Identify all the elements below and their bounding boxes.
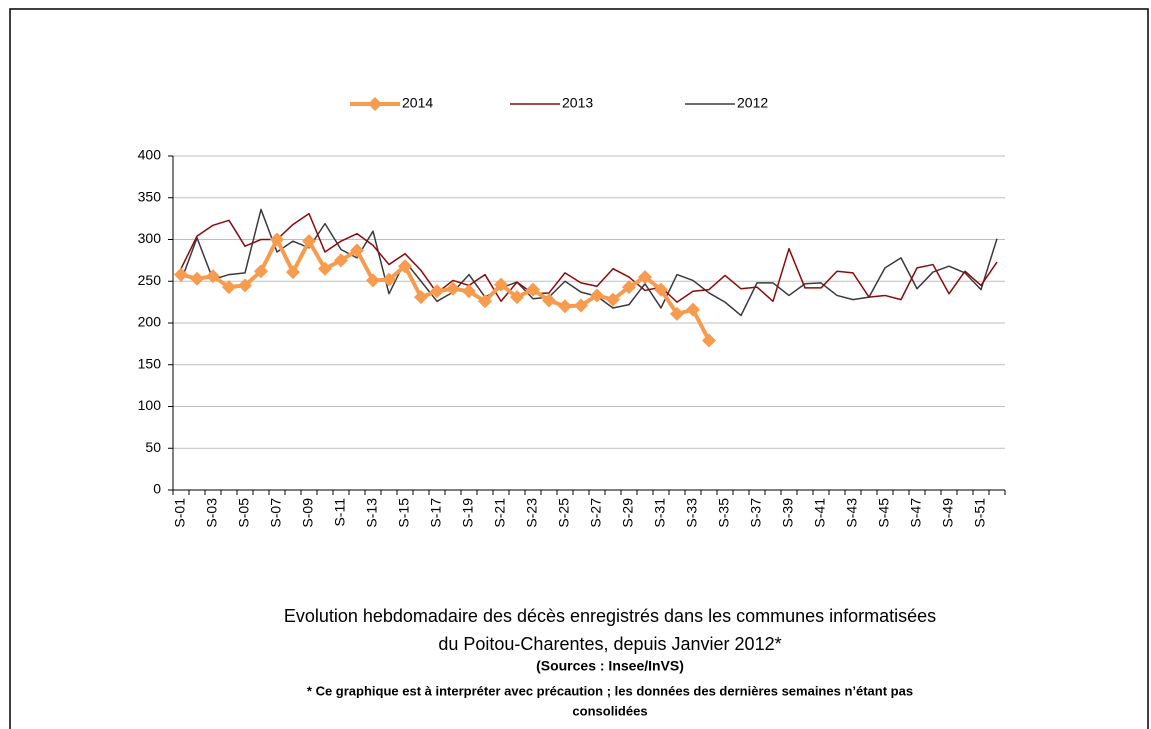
data-point: [350, 243, 364, 258]
data-point: [398, 259, 412, 274]
data-point: [606, 292, 620, 307]
note: * Ce graphique est à interpréter avec pr…: [307, 683, 913, 698]
data-point: [686, 302, 700, 317]
data-point: [366, 273, 380, 288]
data-point: [654, 282, 668, 297]
data-point: [318, 261, 332, 276]
legend-marker: [368, 97, 382, 111]
x-tick-label: S-47: [908, 498, 924, 528]
series-line: [180, 237, 711, 342]
series-line: [180, 208, 998, 317]
x-tick-label: S-31: [652, 498, 668, 528]
y-tick-label: 250: [138, 272, 162, 288]
x-tick-label: S-35: [716, 498, 732, 528]
x-tick-label: S-21: [492, 498, 508, 528]
y-tick-label: 200: [138, 314, 162, 330]
chart-subtitle: du Poitou-Charentes, depuis Janvier 2012…: [438, 634, 781, 654]
x-tick-label: S-51: [972, 498, 988, 528]
data-point: [702, 333, 716, 348]
legend-label: 2012: [737, 95, 768, 111]
data-point: [174, 267, 188, 282]
data-point: [286, 265, 300, 280]
x-tick-label: S-49: [940, 498, 956, 528]
x-tick-label: S-27: [588, 498, 604, 528]
y-tick-label: 400: [138, 147, 162, 163]
data-point: [254, 264, 268, 279]
data-point: [430, 284, 444, 299]
note: consolidées: [572, 703, 647, 718]
data-point: [382, 272, 396, 287]
data-point: [222, 280, 236, 295]
legend-label: 2014: [402, 95, 433, 111]
data-point: [542, 293, 556, 308]
data-point: [526, 282, 540, 297]
x-tick-label: S-19: [460, 498, 476, 528]
data-point: [558, 299, 572, 314]
data-point: [190, 271, 204, 286]
y-tick-label: 150: [138, 355, 162, 371]
x-tick-label: S-39: [780, 498, 796, 528]
data-point: [414, 290, 428, 305]
chart-title: Evolution hebdomadaire des décès enregis…: [284, 606, 936, 626]
series-line: [180, 212, 998, 303]
x-tick-label: S-25: [556, 498, 572, 528]
x-tick-label: S-43: [844, 498, 860, 528]
data-point: [462, 284, 476, 299]
data-point: [478, 294, 492, 309]
data-point: [510, 290, 524, 305]
frame: [9, 8, 1149, 729]
data-point: [206, 269, 220, 284]
data-point: [238, 278, 252, 293]
x-tick-label: S-05: [236, 498, 252, 528]
data-point: [574, 298, 588, 313]
data-point: [446, 281, 460, 296]
x-tick-label: S-07: [268, 498, 284, 528]
source: (Sources : Insee/InVS): [536, 658, 684, 674]
x-tick-label: S-41: [812, 498, 828, 528]
x-tick-label: S-15: [396, 498, 412, 528]
data-point: [670, 306, 684, 321]
y-tick-label: 50: [145, 439, 161, 455]
y-tick-label: 100: [138, 397, 162, 413]
x-tick-label: S-29: [620, 498, 636, 528]
x-tick-label: S-11: [332, 498, 348, 527]
x-tick-label: S-45: [876, 498, 892, 528]
x-tick-label: S-17: [428, 498, 444, 528]
x-tick-label: S-01: [172, 498, 188, 528]
y-tick-label: 350: [138, 188, 162, 204]
x-tick-label: S-33: [684, 498, 700, 528]
x-tick-label: S-09: [300, 498, 316, 528]
x-tick-label: S-23: [524, 498, 540, 528]
data-point: [622, 280, 636, 295]
y-tick-label: 300: [138, 230, 162, 246]
y-tick-label: 0: [153, 481, 161, 497]
x-tick-label: S-13: [364, 498, 380, 528]
legend-label: 2013: [562, 95, 593, 111]
data-point: [334, 253, 348, 268]
x-tick-label: S-03: [204, 498, 220, 528]
data-point: [590, 288, 604, 303]
data-point: [270, 232, 284, 247]
data-point: [302, 234, 316, 249]
data-point: [494, 277, 508, 292]
data-point: [638, 270, 652, 285]
x-tick-label: S-37: [748, 498, 764, 528]
